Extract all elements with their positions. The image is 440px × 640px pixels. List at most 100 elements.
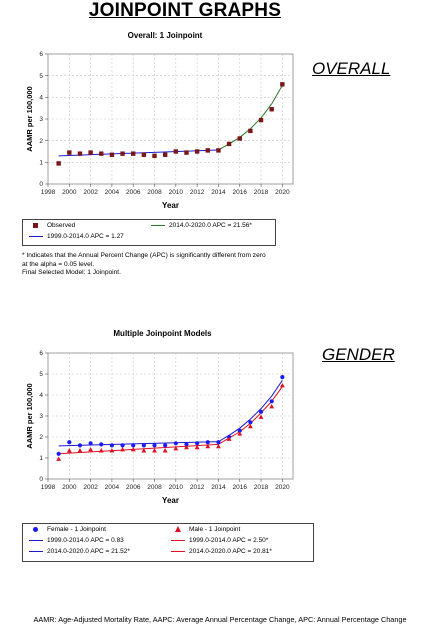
data-point [131,151,136,156]
data-point [77,448,83,453]
data-point [120,151,125,156]
y-tick-label: 2 [39,138,43,145]
gender-label: GENDER [322,345,395,364]
data-point [120,447,125,452]
y-tick-label: 1 [39,160,43,167]
legend-item-female-seg-1: 1999.0-2014.0 APC = 0.83 [29,537,124,544]
data-point [66,448,72,453]
y-tick-label: 3 [39,116,43,123]
data-point [99,442,104,447]
chart-1-title: Overall: 1 Joinpoint [127,31,203,40]
y-tick-label: 1 [39,455,43,462]
data-point [205,440,210,445]
data-point [56,456,62,461]
data-point [258,409,264,414]
legend-item-segment-2: 2014.0-2020.0 APC = 21.56* [151,222,252,229]
trend-line [58,443,219,455]
line-swatch-icon [171,540,185,541]
data-point [67,440,72,445]
data-point [280,375,285,380]
data-point [98,448,104,453]
y-tick-label: 4 [39,95,43,102]
y-tick-label: 5 [39,73,43,80]
data-point [184,442,189,447]
line-swatch-icon [151,225,165,226]
data-point [248,128,253,134]
chart-2-title: Multiple Joinpoint Models [113,329,212,338]
data-point [173,445,179,451]
data-point [279,382,285,388]
y-axis-label: AAMR per 100,000 [25,86,34,151]
line-swatch-icon [29,236,43,237]
x-tick-label: 2004 [105,484,120,491]
data-point [162,152,168,157]
x-tick-label: 2016 [233,484,248,491]
data-point [109,448,115,453]
x-tick-label: 2008 [147,484,162,491]
data-point [194,149,200,154]
data-point [216,440,221,445]
x-tick-label: 2018 [254,484,269,491]
data-point [162,448,168,453]
x-axis-label: Year [162,201,179,210]
y-tick-label: 4 [39,392,43,399]
x-tick-label: 2000 [62,189,77,196]
data-point [269,107,274,112]
note-line: * Indicates that the Annual Percent Chan… [22,252,266,259]
data-point [237,136,242,141]
y-tick-label: 0 [39,476,43,483]
data-point [88,447,94,452]
data-point [216,148,221,153]
y-tick-label: 3 [39,413,43,420]
data-point [269,403,275,409]
x-tick-label: 1998 [41,189,56,196]
data-point [141,443,146,448]
data-point [194,444,200,450]
data-point [141,152,147,157]
footnote: AAMR: Age-Adjusted Mortality Rate, AAPC:… [33,615,407,624]
data-point [88,150,93,155]
data-point [258,117,264,123]
legend-item-male-seg-2: 2014.0-2020.0 APC = 20.81* [171,548,272,555]
data-point [131,443,136,448]
y-tick-label: 6 [39,350,43,357]
data-point [77,443,83,448]
data-point [269,399,274,404]
y-tick-label: 2 [39,434,43,441]
data-point [226,141,232,147]
data-point [247,423,253,429]
chart-2: 0 1 2 3 4 5 6 1998 2000 2002 2004 2006 2008 2010 2012 2… [25,350,294,505]
y-axis-label: AAMR per 100,000 [25,383,34,448]
x-tick-label: 2018 [254,189,269,196]
x-tick-label: 2010 [169,189,184,196]
data-point [56,161,61,166]
x-tick-label: 2020 [275,189,290,196]
square-marker-icon [33,223,38,228]
x-tick-label: 2016 [233,189,248,196]
x-tick-label: 2012 [190,189,205,196]
data-point [184,444,189,450]
legend-item-male: Male - 1 Joinpoint [171,526,240,533]
data-point [237,428,242,433]
data-point [280,82,285,87]
data-point [109,443,115,448]
data-point [152,153,157,159]
legend-item-female: Female - 1 Joinpoint [29,526,106,533]
y-tick-label: 0 [39,181,43,188]
data-point [258,414,264,419]
x-tick-label: 2020 [275,484,290,491]
note-line: at the alpha = 0.05 level. [22,260,95,268]
x-tick-label: 2010 [169,484,184,491]
y-tick-label: 6 [39,51,43,58]
data-point [205,148,210,153]
data-point [67,150,72,155]
x-tick-label: 2004 [105,189,120,196]
data-point [120,443,125,448]
x-tick-label: 2014 [211,484,226,491]
data-point [56,451,61,456]
data-point [152,448,157,453]
data-point [248,420,253,425]
legend-item-segment-1: 1999.0-2014.0 APC = 1.27 [29,233,124,240]
data-point [195,441,200,446]
legend-item-observed: Observed [29,222,75,229]
